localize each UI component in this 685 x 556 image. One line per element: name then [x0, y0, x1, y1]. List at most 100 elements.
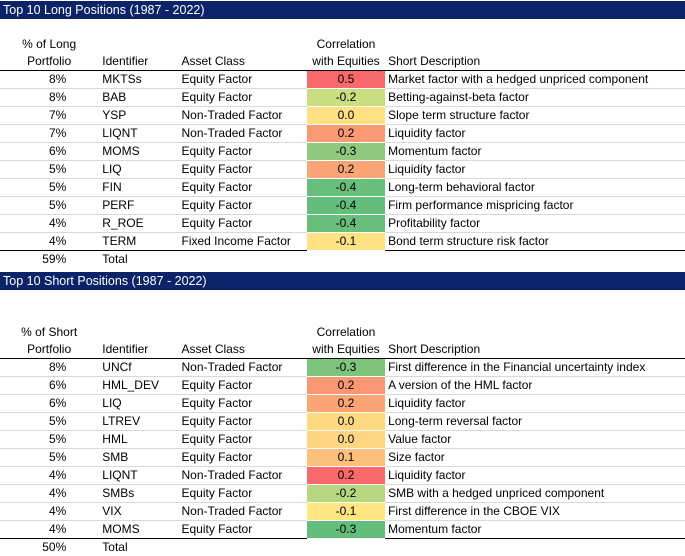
pct-header-line2: Portfolio	[0, 53, 98, 71]
correlation-cell: -0.3	[307, 521, 385, 539]
asset-class-cell: Equity Factor	[179, 89, 307, 107]
description-cell: Momentum factor	[385, 143, 685, 161]
description-cell: Bond term structure risk factor	[385, 233, 685, 251]
portfolio-pct-cell: 8%	[0, 71, 98, 89]
identifier-cell: TERM	[98, 233, 178, 251]
portfolio-pct-cell: 6%	[0, 377, 98, 395]
correlation-cell: 0.2	[307, 161, 385, 179]
correlation-cell: -0.4	[307, 197, 385, 215]
long-positions-table: % of Long Correlation Portfolio Identifi…	[0, 36, 685, 268]
asset-class-cell: Equity Factor	[179, 197, 307, 215]
identifier-cell: MOMS	[98, 143, 178, 161]
identifier-cell: SMB	[98, 449, 178, 467]
pct-header-line1: % of Short	[0, 324, 98, 341]
identifier-cell: HML	[98, 431, 178, 449]
asset-class-cell: Equity Factor	[179, 215, 307, 233]
asset-class-cell: Equity Factor	[179, 431, 307, 449]
description-cell: First difference in the CBOE VIX	[385, 503, 685, 521]
identifier-cell: R_ROE	[98, 215, 178, 233]
description-cell: First difference in the Financial uncert…	[385, 359, 685, 377]
correlation-cell: -0.4	[307, 179, 385, 197]
correlation-cell: -0.1	[307, 503, 385, 521]
description-header: Short Description	[385, 341, 685, 359]
short-positions-title: Top 10 Short Positions (1987 - 2022)	[0, 272, 685, 290]
correlation-cell: -0.2	[307, 89, 385, 107]
total-pct: 59%	[0, 251, 98, 269]
correlation-cell: 0.2	[307, 377, 385, 395]
identifier-cell: LTREV	[98, 413, 178, 431]
description-cell: Liquidity factor	[385, 395, 685, 413]
correlation-cell: -0.1	[307, 233, 385, 251]
identifier-cell: LIQNT	[98, 467, 178, 485]
asset-class-header: Asset Class	[179, 53, 307, 71]
corr-header-line1: Correlation	[307, 324, 385, 341]
identifier-cell: YSP	[98, 107, 178, 125]
correlation-cell: 0.2	[307, 467, 385, 485]
total-pct: 50%	[0, 539, 98, 556]
portfolio-pct-cell: 4%	[0, 215, 98, 233]
portfolio-pct-cell: 5%	[0, 179, 98, 197]
correlation-cell: 0.2	[307, 395, 385, 413]
asset-class-cell: Equity Factor	[179, 179, 307, 197]
pct-header-line1: % of Long	[0, 36, 98, 53]
portfolio-pct-cell: 5%	[0, 449, 98, 467]
asset-class-cell: Equity Factor	[179, 449, 307, 467]
description-cell: Profitability factor	[385, 215, 685, 233]
identifier-cell: PERF	[98, 197, 178, 215]
portfolio-pct-cell: 8%	[0, 89, 98, 107]
total-label: Total	[98, 251, 178, 269]
asset-class-cell: Non-Traded Factor	[179, 125, 307, 143]
portfolio-pct-cell: 4%	[0, 233, 98, 251]
identifier-cell: HML_DEV	[98, 377, 178, 395]
identifier-cell: LIQ	[98, 161, 178, 179]
description-cell: Liquidity factor	[385, 125, 685, 143]
correlation-cell: 0.0	[307, 413, 385, 431]
asset-class-header: Asset Class	[179, 341, 307, 359]
asset-class-cell: Equity Factor	[179, 143, 307, 161]
corr-header-line2: with Equities	[307, 341, 385, 359]
asset-class-cell: Equity Factor	[179, 377, 307, 395]
description-cell: Market factor with a hedged unpriced com…	[385, 71, 685, 89]
identifier-cell: LIQNT	[98, 125, 178, 143]
asset-class-cell: Equity Factor	[179, 161, 307, 179]
corr-header-line2: with Equities	[307, 53, 385, 71]
description-cell: Betting-against-beta factor	[385, 89, 685, 107]
portfolio-pct-cell: 4%	[0, 485, 98, 503]
asset-class-cell: Non-Traded Factor	[179, 359, 307, 377]
corr-header-line1: Correlation	[307, 36, 385, 53]
correlation-cell: 0.0	[307, 107, 385, 125]
identifier-cell: BAB	[98, 89, 178, 107]
asset-class-cell: Non-Traded Factor	[179, 107, 307, 125]
portfolio-pct-cell: 6%	[0, 395, 98, 413]
description-cell: Momentum factor	[385, 521, 685, 539]
identifier-cell: LIQ	[98, 395, 178, 413]
asset-class-cell: Equity Factor	[179, 71, 307, 89]
long-positions-title: Top 10 Long Positions (1987 - 2022)	[0, 1, 685, 19]
description-cell: Firm performance mispricing factor	[385, 197, 685, 215]
correlation-cell: -0.4	[307, 215, 385, 233]
pct-header-line2: Portfolio	[0, 341, 98, 359]
description-cell: Value factor	[385, 431, 685, 449]
portfolio-pct-cell: 4%	[0, 467, 98, 485]
description-header: Short Description	[385, 53, 685, 71]
correlation-cell: 0.0	[307, 431, 385, 449]
correlation-cell: 0.5	[307, 71, 385, 89]
description-cell: SMB with a hedged unpriced component	[385, 485, 685, 503]
description-cell: Long-term reversal factor	[385, 413, 685, 431]
asset-class-cell: Equity Factor	[179, 521, 307, 539]
portfolio-pct-cell: 5%	[0, 197, 98, 215]
